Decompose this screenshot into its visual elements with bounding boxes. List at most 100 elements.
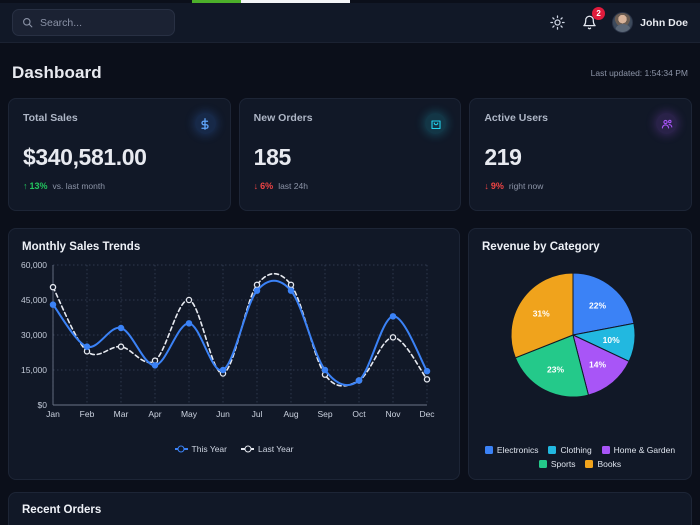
svg-text:30,000: 30,000	[21, 330, 47, 340]
dollar-icon	[194, 113, 216, 134]
stat-card-total-sales[interactable]: Total Sales $340,581.00 ↑ 13% vs. last m…	[8, 98, 231, 211]
legend-label: Books	[597, 459, 622, 469]
stat-delta-value: 9%	[490, 181, 504, 191]
legend-swatch	[548, 446, 557, 454]
page-title: Dashboard	[12, 63, 102, 82]
stat-value: 185	[253, 144, 292, 170]
monthly-sales-trends-card: Monthly Sales Trends $0 15,000 30,000 45,00…	[8, 228, 460, 480]
svg-text:Nov: Nov	[385, 409, 401, 419]
svg-text:Dec: Dec	[419, 409, 435, 419]
stat-delta-group: ↑ 13% vs. last month	[23, 181, 105, 191]
notifications-button[interactable]: 2	[580, 7, 606, 32]
legend-item[interactable]: Electronics	[484, 445, 539, 455]
chart-title: Monthly Sales Trends	[22, 241, 141, 253]
svg-text:23%: 23%	[547, 364, 564, 374]
legend-item[interactable]: Home & Garden	[601, 445, 676, 455]
stat-delta: ↓ 6%	[254, 181, 274, 191]
notification-badge: 2	[592, 7, 606, 20]
stat-delta-note: vs. last month	[52, 181, 105, 191]
stat-delta-group: ↓ 6% last 24h	[254, 181, 308, 191]
svg-text:Mar: Mar	[114, 409, 129, 419]
search-placeholder: Search...	[40, 16, 83, 29]
chart-title: Revenue by Category	[482, 241, 600, 253]
svg-text:$0: $0	[38, 400, 48, 410]
svg-text:Jun: Jun	[216, 409, 230, 419]
svg-text:45,000: 45,000	[21, 295, 47, 305]
svg-text:Jan: Jan	[46, 409, 60, 419]
stat-label: Active Users	[484, 112, 548, 124]
stat-delta-group: ↓ 9% right now	[484, 181, 543, 191]
user-name: John Doe	[640, 16, 688, 29]
svg-text:15,000: 15,000	[21, 365, 47, 375]
shopping-bag-icon	[425, 113, 447, 134]
topbar-actions: 2 John Doe	[548, 7, 688, 33]
svg-text:Jul: Jul	[252, 409, 263, 419]
stat-card-active-users[interactable]: Active Users 219 ↓ 9% right now	[469, 98, 693, 211]
pie-chart[interactable]: 22% 10% 14% 23% 31% Electronics Clothing Hom…	[469, 263, 691, 479]
arrow-down-icon: ↓	[253, 181, 259, 191]
legend-item[interactable]: Sports	[538, 459, 576, 469]
theme-toggle-button[interactable]	[548, 13, 567, 32]
stat-label: New Orders	[253, 112, 313, 124]
svg-text:Feb: Feb	[80, 409, 95, 419]
pie-chart-svg: 22% 10% 14% 23% 31%	[510, 272, 636, 398]
stat-value: 219	[484, 144, 522, 170]
charts-row: Monthly Sales Trends $0 15,000 30,000 45,00…	[8, 228, 692, 480]
svg-text:22%: 22%	[589, 300, 606, 310]
search-input[interactable]: Search...	[12, 9, 175, 36]
search-icon	[22, 17, 33, 28]
svg-text:Sep: Sep	[317, 409, 332, 419]
legend-label: Sports	[550, 459, 576, 469]
legend-marker	[241, 448, 254, 450]
line-chart[interactable]: $0 15,000 30,000 45,000 60,000 Jan Feb Mar Apr Ma…	[9, 259, 459, 479]
stat-value: $340,581.00	[23, 144, 147, 170]
svg-text:14%: 14%	[589, 360, 606, 370]
svg-text:60,000: 60,000	[21, 260, 47, 270]
user-menu[interactable]: John Doe	[612, 12, 688, 33]
legend-item[interactable]: This Year	[174, 444, 227, 454]
sun-icon	[550, 15, 565, 30]
stat-delta-note: right now	[508, 181, 544, 191]
svg-text:Aug: Aug	[283, 409, 298, 419]
legend-marker	[174, 448, 188, 450]
stat-delta-note: last 24h	[278, 181, 308, 191]
arrow-up-icon: ↑	[23, 181, 28, 191]
svg-text:May: May	[181, 409, 198, 419]
bell-icon	[582, 15, 597, 30]
line-chart-legend: This Year Last Year	[9, 444, 459, 454]
stat-delta: ↑ 13%	[23, 181, 48, 191]
legend-label: This Year	[191, 444, 227, 454]
svg-text:Apr: Apr	[148, 409, 161, 419]
stat-card-new-orders[interactable]: New Orders 185 ↓ 6% last 24h	[238, 98, 462, 211]
pie-chart-legend: Electronics Clothing Home & Garden Sport…	[475, 445, 685, 469]
stat-delta-value: 6%	[260, 181, 274, 191]
legend-label: Last Year	[258, 444, 294, 454]
avatar	[612, 12, 634, 33]
legend-label: Electronics	[496, 445, 539, 455]
legend-swatch	[484, 446, 493, 454]
svg-text:10%: 10%	[603, 335, 620, 345]
recent-orders-card: Recent Orders	[8, 492, 692, 525]
legend-swatch	[585, 460, 594, 468]
legend-label: Home & Garden	[613, 445, 676, 455]
arrow-down-icon: ↓	[484, 181, 489, 191]
stat-delta-value: 13%	[29, 181, 48, 191]
svg-text:31%: 31%	[533, 308, 550, 318]
stat-cards-row: Total Sales $340,581.00 ↑ 13% vs. last m…	[8, 98, 693, 211]
loading-bar-fill	[192, 0, 241, 3]
legend-item[interactable]: Clothing	[548, 445, 592, 455]
legend-swatch	[601, 446, 610, 454]
legend-label: Clothing	[560, 445, 592, 455]
line-chart-svg: $0 15,000 30,000 45,000 60,000 Jan Feb Mar Apr Ma…	[21, 260, 435, 419]
page-header: Dashboard Last updated: 1:54:34 PM	[0, 56, 700, 90]
recent-orders-title: Recent Orders	[22, 504, 102, 516]
revenue-by-category-card: Revenue by Category 22% 10% 14% 23% 31% Elec…	[468, 228, 692, 480]
legend-item[interactable]: Books	[585, 459, 621, 469]
users-icon	[656, 113, 678, 134]
legend-item[interactable]: Last Year	[241, 444, 293, 454]
page-loading-bar	[192, 0, 350, 3]
stat-label: Total Sales	[23, 112, 78, 124]
svg-text:Oct: Oct	[352, 409, 366, 419]
stat-delta: ↓ 9%	[484, 181, 504, 191]
